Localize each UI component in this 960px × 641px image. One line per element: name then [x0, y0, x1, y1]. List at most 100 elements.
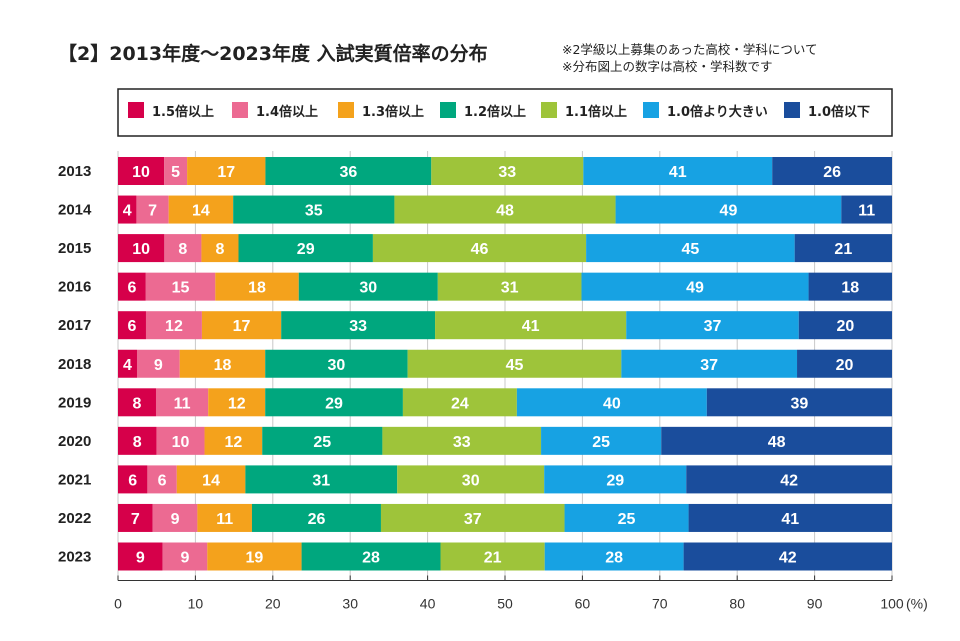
data-label: 14 — [202, 472, 220, 489]
bar-segment — [544, 465, 687, 494]
data-label: 36 — [339, 164, 357, 181]
data-label: 37 — [700, 357, 718, 374]
bar-segment — [136, 195, 169, 224]
data-label: 26 — [823, 164, 841, 181]
x-axis: 0 10 20 30 40 50 60 70 80 90 100 (%) — [114, 575, 928, 612]
bar-segment — [265, 157, 432, 185]
data-label: 12 — [224, 434, 242, 451]
bar-segment — [147, 465, 177, 494]
data-label: 24 — [451, 395, 469, 412]
data-label: 11 — [858, 203, 875, 220]
bar-segment — [168, 195, 234, 224]
data-label: 20 — [836, 357, 854, 374]
legend-label-4: 1.1倍以上 — [565, 104, 627, 120]
bar-segment — [382, 426, 542, 455]
legend-swatch-1 — [232, 102, 248, 118]
year-label: 2017 — [58, 317, 91, 334]
bar-segment — [118, 234, 165, 263]
data-label: 10 — [172, 434, 190, 451]
data-label: 19 — [246, 550, 264, 567]
note-1: ※2学級以上募集のあった高校・学科について — [562, 42, 818, 57]
bar-segment — [516, 388, 707, 417]
bar-segment — [586, 234, 795, 263]
bar-segment — [245, 465, 398, 494]
data-label: 8 — [133, 395, 142, 412]
bar-segment — [265, 349, 408, 378]
bar-segment — [372, 234, 587, 263]
bar-segment — [772, 157, 892, 185]
data-label: 33 — [498, 164, 516, 181]
x-tick-label: 20 — [265, 596, 281, 612]
bar-segment — [583, 157, 773, 185]
data-label: 28 — [605, 550, 623, 567]
data-label: 6 — [128, 318, 137, 335]
data-label: 18 — [214, 357, 232, 374]
data-label: 41 — [781, 511, 799, 528]
year-label: 2014 — [58, 202, 92, 219]
data-label: 4 — [123, 203, 132, 220]
bar-segment — [156, 426, 205, 455]
note-2: ※分布図上の数字は高校・学科数です — [562, 59, 772, 74]
data-label: 5 — [171, 164, 180, 181]
data-label: 10 — [132, 241, 150, 258]
x-tick-label: 100 — [880, 596, 904, 612]
bar-segment — [118, 195, 137, 224]
data-label: 45 — [506, 357, 524, 374]
legend-label-0: 1.5倍以上 — [152, 104, 214, 120]
legend-swatch-6 — [784, 102, 800, 118]
data-label: 33 — [453, 434, 471, 451]
data-label: 41 — [669, 164, 687, 181]
data-label: 17 — [217, 164, 235, 181]
data-label: 6 — [158, 472, 167, 489]
data-label: 7 — [131, 511, 140, 528]
bar-segment — [798, 311, 892, 340]
data-label: 8 — [216, 241, 225, 258]
bar-segment — [683, 542, 892, 571]
bar-segment — [397, 465, 545, 494]
bar-segment — [118, 503, 153, 532]
bar-segment — [164, 234, 202, 263]
data-label: 29 — [325, 395, 343, 412]
data-label: 49 — [686, 280, 704, 297]
bar-segment — [136, 349, 180, 378]
bar-segment — [208, 388, 266, 417]
data-label: 37 — [704, 318, 722, 335]
data-label: 49 — [720, 203, 738, 220]
data-label: 10 — [132, 164, 150, 181]
data-label: 6 — [127, 280, 136, 297]
x-tick-label: 0 — [114, 596, 122, 612]
data-label: 8 — [133, 434, 142, 451]
year-label: 2020 — [58, 433, 91, 450]
bar-segment — [145, 272, 216, 301]
data-label: 18 — [841, 280, 859, 297]
x-tick-label: 60 — [575, 596, 591, 612]
bar-segment — [380, 503, 565, 532]
data-label: 30 — [359, 280, 377, 297]
data-label: 9 — [181, 550, 190, 567]
bar-segment — [435, 311, 627, 340]
year-label: 2016 — [58, 279, 91, 296]
bar-segment — [118, 311, 146, 340]
bar-segment — [440, 542, 545, 571]
bar-segment — [431, 157, 584, 185]
legend-box — [117, 88, 893, 137]
chart-title: 【2】2013年度〜2023年度 入試実質倍率の分布 — [58, 42, 488, 65]
year-label: 2019 — [58, 394, 91, 411]
data-label: 31 — [312, 472, 330, 489]
bar-segment — [118, 272, 146, 301]
bar-segment — [686, 465, 892, 494]
data-label: 9 — [171, 511, 180, 528]
bar-segment — [262, 426, 383, 455]
legend-swatch-4 — [541, 102, 557, 118]
data-label: 46 — [471, 241, 489, 258]
bar-segment — [544, 542, 684, 571]
data-label: 45 — [681, 241, 699, 258]
bar-segment — [215, 272, 299, 301]
data-label: 40 — [603, 395, 621, 412]
data-label: 37 — [464, 511, 482, 528]
legend-swatch-3 — [440, 102, 456, 118]
data-label: 25 — [592, 434, 610, 451]
bar-segment — [233, 195, 395, 224]
